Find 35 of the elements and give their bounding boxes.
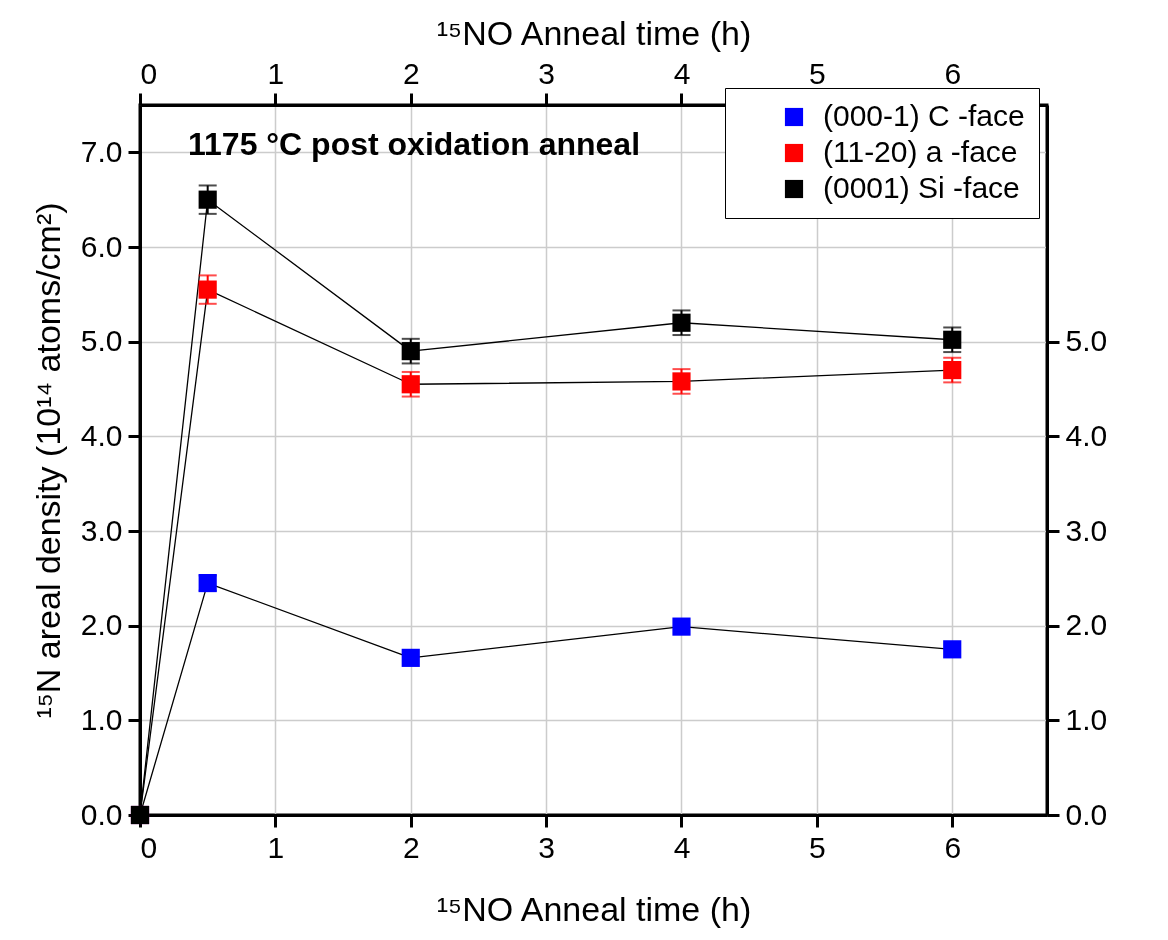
y-axis-title: ¹⁵N areal density (10¹⁴ atoms/cm²) [28, 202, 67, 719]
legend-label: (0001) Si -face [823, 171, 1020, 204]
y-tick-label: 3.0 [80, 513, 123, 547]
y2-tick-label: 0.0 [1065, 797, 1108, 831]
y-tick-label: 6.0 [80, 229, 123, 263]
x-tick-label: 5 [809, 830, 826, 864]
annotation: 1175 °C post oxidation anneal [188, 126, 641, 162]
x-tick-label: 1 [267, 830, 285, 864]
x2-tick-label: 2 [402, 56, 420, 90]
x2-tick-label: 1 [267, 56, 285, 90]
x2-tick-label: 0 [140, 56, 158, 90]
legend-label: (000-1) C -face [823, 99, 1025, 132]
y-tick-label: 1.0 [80, 702, 123, 736]
x-tick-label: 3 [538, 830, 555, 864]
y2-tick-label: 5.0 [1065, 324, 1108, 358]
x-tick-label: 6 [944, 830, 962, 864]
y2-tick-label: 1.0 [1065, 702, 1108, 736]
y-tick-label: 4.0 [80, 418, 123, 452]
y-tick-label: 5.0 [80, 324, 123, 358]
y2-tick-label: 3.0 [1065, 513, 1108, 547]
y-tick-label: 7.0 [80, 134, 123, 168]
x2-tick-label: 3 [538, 56, 555, 90]
x2-axis-title: ¹⁵NO Anneal time (h) [436, 13, 752, 52]
x2-tick-label: 4 [673, 56, 691, 90]
legend-label: (11-20) a -face [823, 135, 1018, 168]
y2-tick-label: 2.0 [1065, 608, 1108, 642]
x2-tick-label: 5 [809, 56, 826, 90]
y-tick-label: 0.0 [80, 797, 123, 831]
x-axis-title: ¹⁵NO Anneal time (h) [436, 889, 752, 928]
y2-tick-label: 4.0 [1065, 418, 1108, 452]
y-tick-label: 2.0 [80, 608, 123, 642]
x-tick-label: 4 [673, 830, 691, 864]
x-tick-label: 2 [402, 830, 420, 864]
x2-tick-label: 6 [944, 56, 962, 90]
x-tick-label: 0 [140, 830, 158, 864]
